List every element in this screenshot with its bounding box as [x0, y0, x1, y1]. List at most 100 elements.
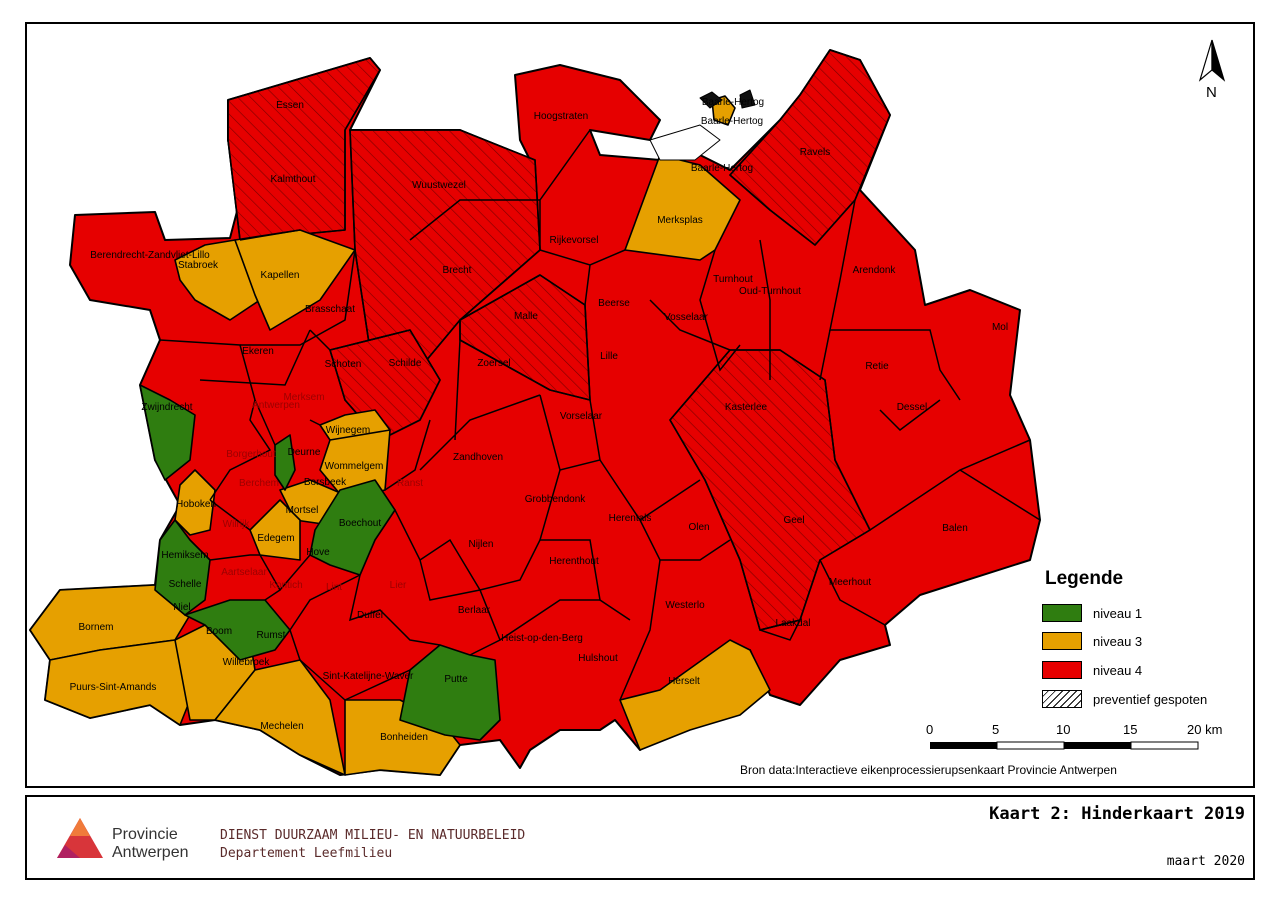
municipality-label: Berchem — [239, 478, 279, 489]
municipality-label: Ekeren — [242, 346, 274, 357]
department-text: DIENST DUURZAAM MILIEU- EN NATUURBELEID D… — [220, 828, 526, 861]
municipality-label: Wommelgem — [325, 461, 384, 472]
municipality-label: Beerse — [598, 298, 630, 309]
municipality-label: Boom — [206, 626, 232, 637]
municipality-label: Stabroek — [178, 260, 219, 271]
municipality-label: Mechelen — [260, 721, 303, 732]
municipality-border — [264, 589, 281, 601]
region-boechout-hove[interactable] — [309, 479, 396, 576]
municipality-label: Turnhout — [713, 274, 753, 285]
municipality-label: Herenthout — [549, 556, 599, 567]
logo-text: Provincie Antwerpen — [112, 826, 189, 861]
baarle-enclave[interactable] — [699, 91, 723, 109]
municipality-label: Malle — [514, 311, 538, 322]
municipality-border — [384, 419, 431, 491]
municipality-label: Kasterlee — [725, 402, 768, 413]
municipality-border — [394, 509, 421, 561]
municipality-border — [209, 554, 311, 592]
municipality-border — [199, 329, 311, 386]
region-stabroek[interactable] — [174, 239, 261, 321]
municipality-border — [619, 559, 661, 701]
municipality-label: Hemiksem — [161, 550, 208, 561]
municipality-label: Herentals — [609, 513, 652, 524]
municipality-label: Baarle-Hertog — [701, 116, 763, 127]
municipality-label: Niel — [173, 602, 190, 613]
municipality-border — [639, 519, 731, 561]
municipality-label: Puurs-Sint-Amands — [70, 682, 157, 693]
municipality-label: Ranst — [397, 478, 423, 489]
municipality-label: Willebroek — [223, 657, 271, 668]
municipality-border — [759, 239, 771, 380]
municipality-border — [289, 574, 361, 631]
region-zwijndrecht[interactable] — [139, 384, 196, 481]
municipality-label: Nijlen — [468, 539, 493, 550]
municipality-border — [299, 659, 346, 701]
region-edegem[interactable] — [249, 499, 301, 561]
municipality-label: Grobbendonk — [525, 494, 587, 505]
municipality-border — [239, 229, 301, 241]
municipality-border — [419, 559, 501, 656]
municipality-border — [240, 249, 356, 346]
region-herselt[interactable] — [619, 639, 771, 751]
municipality-border — [409, 199, 540, 241]
municipality-border — [759, 619, 801, 641]
region-hemiksem-schelle-niel[interactable] — [154, 519, 211, 616]
municipality-label: Oud-Turnhout — [739, 286, 801, 297]
hatch-essen-kalmthout[interactable] — [227, 57, 381, 241]
municipality-label: Retie — [865, 361, 889, 372]
scale-tick: 20 km — [1187, 722, 1223, 737]
map-date: maart 2020 — [1166, 854, 1245, 869]
hatch-ravels[interactable] — [729, 49, 891, 246]
municipality-border — [539, 394, 601, 471]
footer — [25, 795, 1255, 880]
municipality-label: Geel — [783, 515, 804, 526]
map-title: Kaart 2: Hinderkaart 2019 — [989, 804, 1245, 824]
region-deurne[interactable] — [274, 434, 296, 491]
municipality-label: Vosselaar — [664, 312, 709, 323]
scale-bar — [930, 741, 1199, 750]
baarle-enclave[interactable] — [739, 89, 756, 109]
municipality-border — [309, 419, 321, 426]
municipality-label: Vorselaar — [560, 411, 603, 422]
river-area[interactable] — [649, 124, 721, 161]
legend-item-niveau-4: niveau 4 — [1042, 660, 1142, 680]
north-arrow-icon — [1198, 39, 1226, 82]
municipality-border — [879, 399, 941, 431]
provincie-antwerpen-logo — [57, 818, 103, 858]
municipality-label: Herselt — [668, 676, 700, 687]
municipality-label: Berendrecht-Zandvliet-Lillo — [90, 250, 210, 261]
region-putte[interactable] — [399, 644, 501, 741]
north-label: N — [1206, 84, 1217, 101]
region-puurs-sint-amands[interactable] — [44, 629, 206, 726]
municipality-border — [649, 299, 731, 351]
municipality-label: Hoogstraten — [534, 111, 588, 122]
legend-item-preventief: preventief gespoten — [1042, 689, 1207, 709]
municipality-label: Aartselaar — [221, 567, 267, 578]
municipality-label: Brasschaat — [305, 304, 355, 315]
municipality-label: Lille — [600, 351, 618, 362]
municipality-label: Kapellen — [261, 270, 300, 281]
municipality-label: Rumst — [257, 630, 286, 641]
municipality-label: Merksplas — [657, 215, 703, 226]
scale-tick: 0 — [926, 722, 934, 737]
municipality-label: Berlaar — [458, 605, 491, 616]
region-mechelen[interactable] — [214, 659, 346, 776]
municipality-border — [159, 339, 256, 401]
municipality-label: Arendonk — [853, 265, 897, 276]
municipality-label: Duffel — [357, 610, 383, 621]
municipality-label: Bornem — [78, 622, 113, 633]
municipality-label: Kalmthout — [270, 174, 315, 185]
municipality-border — [959, 469, 1041, 521]
municipality-label: Boechout — [339, 518, 381, 529]
municipality-label: Hulshout — [578, 653, 618, 664]
region-boom-rumst[interactable] — [184, 599, 291, 661]
municipality-label: Olen — [688, 522, 709, 533]
municipality-label: Zandhoven — [453, 452, 503, 463]
municipality-label: Zoersel — [477, 358, 510, 369]
municipality-border — [454, 339, 461, 441]
municipality-label: Dessel — [897, 402, 928, 413]
municipality-label: Lier — [390, 580, 407, 591]
municipality-border — [419, 394, 541, 471]
municipality-label: Essen — [276, 100, 304, 111]
